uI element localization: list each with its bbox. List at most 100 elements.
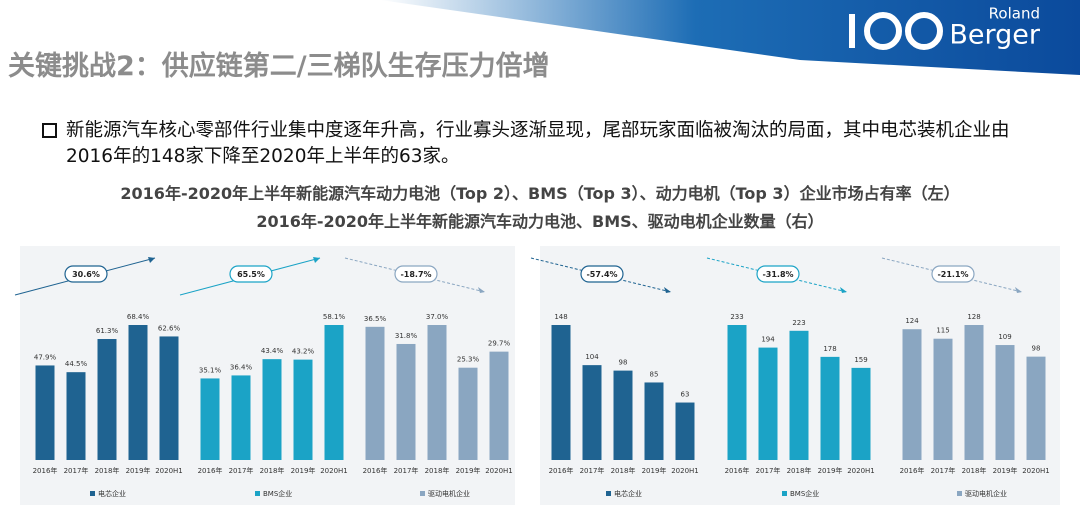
bar: [427, 325, 447, 460]
value-label: 159: [854, 356, 867, 364]
bar: [964, 325, 984, 460]
bar: [231, 375, 251, 460]
legend-label: 驱动电机企业: [428, 489, 470, 498]
x-tick-label: 2016年: [363, 466, 388, 475]
value-label: 63: [681, 391, 690, 399]
bar: [396, 343, 416, 460]
x-tick-label: 2018年: [260, 466, 285, 475]
change-label: -57.4%: [586, 270, 617, 279]
value-label: 98: [1032, 345, 1041, 353]
x-tick-label: 2016年: [33, 466, 58, 475]
bar: [675, 402, 695, 460]
value-label: 35.1%: [199, 366, 222, 374]
change-box: [394, 265, 438, 283]
arrow-head: [313, 257, 320, 263]
chart-title: 2016年-2020年上半年新能源汽车动力电池（Top 2）、BMS（Top 3…: [120, 184, 960, 203]
arrow-head: [1015, 287, 1022, 293]
value-label: 109: [998, 333, 1011, 341]
legend-label: BMS企业: [790, 489, 819, 498]
x-tick-label: 2017年: [64, 466, 89, 475]
value-label: 31.8%: [395, 332, 418, 340]
value-label: 37.0%: [426, 313, 449, 321]
header-band: [380, 0, 1080, 75]
bar: [644, 382, 664, 460]
x-tick-label: 2020H1: [847, 467, 875, 475]
x-tick-label: 2019年: [993, 466, 1018, 475]
value-label: 36.4%: [230, 363, 253, 371]
x-tick-label: 2016年: [549, 466, 574, 475]
bullet-box: [42, 123, 57, 138]
x-tick-label: 2020H1: [1022, 467, 1050, 475]
bar: [902, 329, 922, 460]
value-label: 178: [823, 345, 836, 353]
value-label: 29.7%: [488, 340, 511, 348]
x-tick-label: 2018年: [611, 466, 636, 475]
bullet-text: 新能源汽车核心零部件行业集中度逐年升高，行业寡头逐渐显现，尾部玩家面临被淘汰的局…: [66, 120, 1010, 167]
bar: [820, 356, 840, 460]
change-box: [756, 265, 800, 283]
bar: [262, 359, 282, 460]
x-tick-label: 2017年: [580, 466, 605, 475]
change-box: [931, 265, 975, 283]
bar: [128, 325, 148, 460]
legend-swatch: [606, 491, 611, 496]
bar: [324, 325, 344, 460]
change-box: [64, 265, 108, 283]
value-label: 115: [936, 327, 949, 335]
value-label: 25.3%: [457, 356, 480, 364]
value-label: 44.5%: [65, 360, 88, 368]
bar: [97, 339, 117, 460]
change-label: -21.1%: [937, 270, 968, 279]
change-label: 65.5%: [237, 270, 265, 279]
x-tick-label: 2020H1: [155, 467, 183, 475]
value-label: 43.4%: [261, 347, 284, 355]
change-label: 30.6%: [72, 270, 100, 279]
legend-label: 电芯企业: [614, 489, 642, 498]
logo-bottom: Berger: [949, 20, 1041, 51]
x-tick-label: 2017年: [931, 466, 956, 475]
bar: [35, 365, 55, 460]
bar: [727, 325, 747, 460]
x-tick-label: 2016年: [725, 466, 750, 475]
value-label: 36.5%: [364, 315, 387, 323]
bar: [66, 372, 86, 460]
value-label: 61.3%: [96, 327, 119, 335]
x-tick-label: 2019年: [456, 466, 481, 475]
bar: [458, 367, 478, 460]
x-tick-label: 2018年: [962, 466, 987, 475]
x-tick-label: 2019年: [126, 466, 151, 475]
bar: [293, 359, 313, 460]
arrow-head: [840, 287, 847, 293]
x-tick-label: 2019年: [291, 466, 316, 475]
x-tick-label: 2018年: [425, 466, 450, 475]
value-label: 148: [554, 313, 567, 321]
change-box: [229, 265, 273, 283]
value-label: 194: [761, 336, 775, 344]
legend-swatch: [255, 491, 260, 496]
bar: [758, 347, 778, 460]
arrow-head: [478, 287, 485, 293]
value-label: 223: [792, 319, 805, 327]
value-label: 47.9%: [34, 353, 57, 361]
value-label: 58.1%: [323, 313, 346, 321]
arrow-head: [148, 257, 155, 263]
bar: [613, 370, 633, 460]
arrow-head: [664, 287, 671, 293]
bar: [1026, 356, 1046, 460]
value-label: 68.4%: [127, 313, 150, 321]
value-label: 98: [619, 359, 628, 367]
bar: [551, 325, 571, 460]
x-tick-label: 2020H1: [671, 467, 699, 475]
value-label: 128: [967, 313, 980, 321]
x-tick-label: 2017年: [394, 466, 419, 475]
x-tick-label: 2016年: [198, 466, 223, 475]
chart-title: 2016年-2020年上半年新能源汽车动力电池、BMS、驱动电机企业数量（右）: [256, 212, 824, 231]
bar: [789, 330, 809, 460]
x-tick-label: 2017年: [229, 466, 254, 475]
value-label: 43.2%: [292, 348, 315, 356]
value-label: 124: [905, 317, 919, 325]
bar: [159, 336, 179, 460]
bar: [489, 351, 509, 460]
x-tick-label: 2017年: [756, 466, 781, 475]
